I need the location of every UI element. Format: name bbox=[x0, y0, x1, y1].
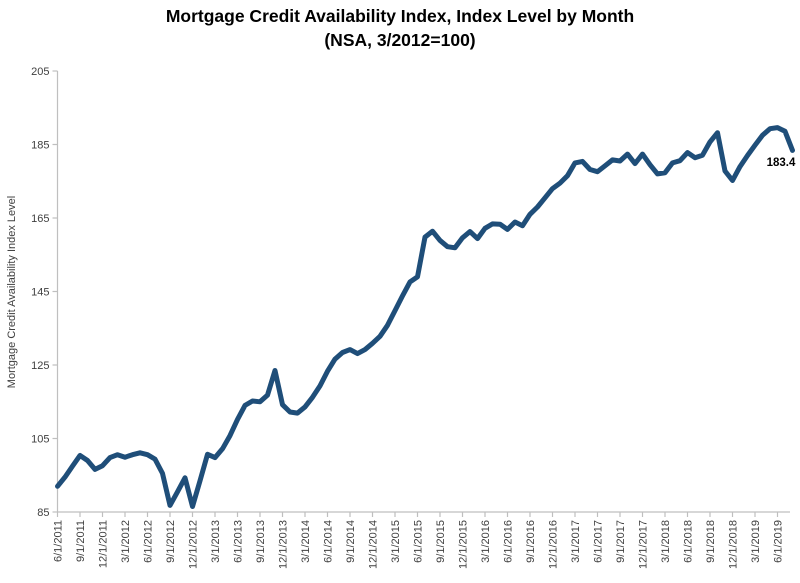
x-tick-label: 6/1/2019 bbox=[773, 520, 785, 563]
x-tick-label: 12/1/2012 bbox=[188, 520, 200, 569]
x-tick-label: 3/1/2015 bbox=[390, 520, 402, 563]
x-tick-label: 6/1/2015 bbox=[413, 520, 425, 563]
x-tick-label: 9/1/2013 bbox=[255, 520, 267, 563]
x-tick-label: 6/1/2014 bbox=[323, 520, 335, 563]
y-tick-label: 205 bbox=[31, 66, 49, 78]
x-tick-label: 9/1/2014 bbox=[345, 520, 357, 563]
y-tick-label: 125 bbox=[31, 360, 49, 372]
x-tick-label: 12/1/2018 bbox=[728, 520, 740, 569]
x-tick-label: 6/1/2012 bbox=[143, 520, 155, 563]
x-tick-label: 3/1/2019 bbox=[750, 520, 762, 563]
x-tick-label: 6/1/2011 bbox=[53, 520, 65, 562]
y-tick-label: 185 bbox=[31, 140, 49, 152]
x-tick-label: 9/1/2011 bbox=[75, 520, 87, 562]
x-tick-label: 12/1/2013 bbox=[278, 520, 290, 569]
y-tick-label: 85 bbox=[37, 507, 49, 519]
x-tick-label: 6/1/2018 bbox=[683, 520, 695, 563]
y-tick-label: 145 bbox=[31, 287, 49, 299]
x-tick-label: 9/1/2016 bbox=[525, 520, 537, 563]
series-layer bbox=[55, 125, 795, 509]
x-tick-label: 6/1/2013 bbox=[233, 520, 245, 563]
x-tick-label: 3/1/2012 bbox=[120, 520, 132, 563]
axes-layer: 85 105 125 145 165 185 205 6/1/2011 9/1/2011 12/1… bbox=[31, 66, 790, 569]
x-tick-label: 9/1/2012 bbox=[165, 520, 177, 563]
chart-title-line1: Mortgage Credit Availability Index, Inde… bbox=[165, 6, 635, 26]
y-axis-title: Mortgage Credit Availability Index Level bbox=[6, 196, 18, 388]
y-tick-label: 105 bbox=[31, 434, 49, 446]
x-tick-label: 3/1/2017 bbox=[570, 520, 582, 563]
x-tick-label: 3/1/2013 bbox=[210, 520, 222, 563]
x-tick-label: 3/1/2016 bbox=[480, 520, 492, 563]
mcai-series-line bbox=[55, 125, 795, 509]
x-tick-label: 9/1/2017 bbox=[615, 520, 627, 563]
x-tick-label: 3/1/2018 bbox=[660, 520, 672, 563]
x-tick-label: 12/1/2011 bbox=[98, 520, 110, 568]
chart-title: Mortgage Credit Availability Index, Inde… bbox=[0, 5, 800, 52]
x-tick-label: 9/1/2018 bbox=[705, 520, 717, 563]
x-tick-label: 12/1/2014 bbox=[368, 520, 380, 569]
end-value-label: 183.4 bbox=[767, 157, 796, 169]
x-tick-label: 9/1/2015 bbox=[435, 520, 447, 563]
x-tick-label: 3/1/2014 bbox=[300, 520, 312, 563]
x-tick-label: 12/1/2017 bbox=[638, 520, 650, 569]
y-tick-label: 165 bbox=[31, 213, 49, 225]
x-tick-label: 6/1/2017 bbox=[593, 520, 605, 563]
x-tick-label: 6/1/2016 bbox=[503, 520, 515, 563]
chart-title-line2: (NSA, 3/2012=100) bbox=[324, 29, 476, 50]
x-tick-label: 12/1/2015 bbox=[458, 520, 470, 569]
x-tick-label: 12/1/2016 bbox=[548, 520, 560, 569]
